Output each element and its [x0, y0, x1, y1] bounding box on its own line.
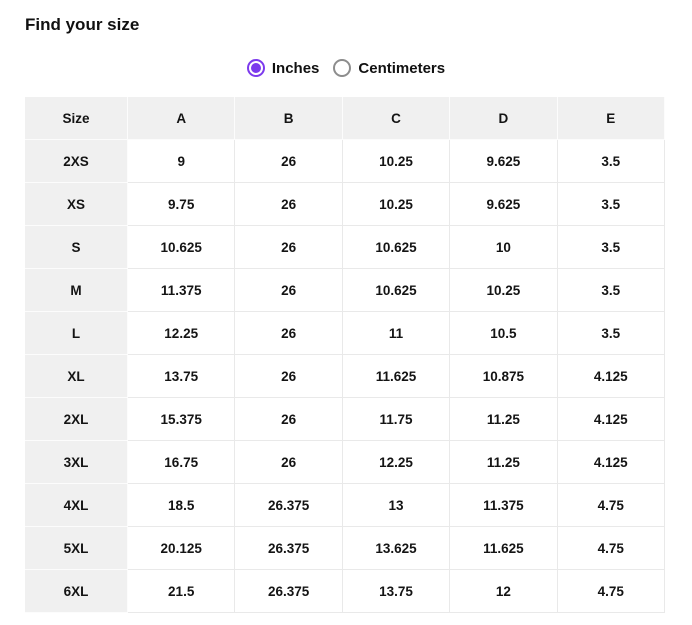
cell-2xs-b: 26: [235, 140, 343, 183]
cell-xs-d: 9.625: [450, 183, 558, 226]
radio-dot: [250, 63, 261, 73]
table-row-2xs: 2XS 9 26 10.25 9.625 3.5: [25, 140, 665, 183]
column-header-d: D: [450, 97, 558, 140]
cell-2xs-d: 9.625: [450, 140, 558, 183]
table-row-6xl: 6XL 21.5 26.375 13.75 12 4.75: [25, 570, 665, 613]
cell-3xl-e: 4.125: [557, 441, 665, 484]
cell-xl-e: 4.125: [557, 355, 665, 398]
cell-5xl-e: 4.75: [557, 527, 665, 570]
cell-m-b: 26: [235, 269, 343, 312]
row-header-s: S: [25, 226, 128, 269]
row-header-4xl: 4XL: [25, 484, 128, 527]
cell-6xl-a: 21.5: [128, 570, 236, 613]
cell-6xl-e: 4.75: [557, 570, 665, 613]
cell-l-e: 3.5: [557, 312, 665, 355]
radio-unselected-icon[interactable]: [333, 59, 352, 77]
cell-2xl-e: 4.125: [557, 398, 665, 441]
row-header-xl: XL: [25, 355, 128, 398]
cell-3xl-b: 26: [235, 441, 343, 484]
cell-xl-d: 10.875: [450, 355, 558, 398]
cell-s-d: 10: [450, 226, 558, 269]
table-row-3xl: 3XL 16.75 26 12.25 11.25 4.125: [25, 441, 665, 484]
cell-4xl-a: 18.5: [128, 484, 236, 527]
cell-xs-b: 26: [235, 183, 343, 226]
unit-toggle-group: Inches Centimeters: [0, 59, 692, 77]
cell-m-e: 3.5: [557, 269, 665, 312]
column-header-e: E: [557, 97, 665, 140]
row-header-2xs: 2XS: [25, 140, 128, 183]
cell-s-e: 3.5: [557, 226, 665, 269]
row-header-2xl: 2XL: [25, 398, 128, 441]
row-header-l: L: [25, 312, 128, 355]
cell-l-c: 11: [342, 312, 451, 355]
column-header-size: Size: [25, 97, 128, 140]
column-header-b: B: [235, 97, 343, 140]
cell-2xl-d: 11.25: [450, 398, 558, 441]
table-row-m: M 11.375 26 10.625 10.25 3.5: [25, 269, 665, 312]
unit-option-label[interactable]: Inches: [271, 59, 320, 77]
cell-l-a: 12.25: [128, 312, 236, 355]
cell-xl-c: 11.625: [342, 355, 451, 398]
cell-5xl-b: 26.375: [235, 527, 343, 570]
table-row-5xl: 5XL 20.125 26.375 13.625 11.625 4.75: [25, 527, 665, 570]
row-header-3xl: 3XL: [25, 441, 128, 484]
table-row-xs: XS 9.75 26 10.25 9.625 3.5: [25, 183, 665, 226]
table-body: 2XS 9 26 10.25 9.625 3.5 XS 9.75 26 10.25 9.625 3.5…: [25, 140, 665, 613]
unit-option-centimeters[interactable]: Centimeters: [333, 59, 445, 77]
cell-3xl-c: 12.25: [342, 441, 451, 484]
row-header-xs: XS: [25, 183, 128, 226]
table-header-row: Size A B C D E: [25, 97, 665, 140]
cell-6xl-b: 26.375: [235, 570, 343, 613]
cell-2xs-e: 3.5: [557, 140, 665, 183]
cell-6xl-c: 13.75: [342, 570, 451, 613]
row-header-6xl: 6XL: [25, 570, 128, 613]
cell-2xl-b: 26: [235, 398, 343, 441]
cell-s-a: 10.625: [128, 226, 236, 269]
cell-xl-a: 13.75: [128, 355, 236, 398]
radio-selected-icon[interactable]: [246, 59, 265, 77]
column-header-a: A: [128, 97, 236, 140]
cell-2xl-a: 15.375: [128, 398, 236, 441]
unit-option-inches[interactable]: Inches: [246, 59, 320, 77]
cell-s-c: 10.625: [342, 226, 451, 269]
cell-3xl-a: 16.75: [128, 441, 236, 484]
cell-5xl-c: 13.625: [342, 527, 451, 570]
table-row-s: S 10.625 26 10.625 10 3.5: [25, 226, 665, 269]
cell-2xs-c: 10.25: [342, 140, 451, 183]
column-header-c: C: [342, 97, 451, 140]
cell-5xl-a: 20.125: [128, 527, 236, 570]
cell-xs-a: 9.75: [128, 183, 236, 226]
cell-2xs-a: 9: [128, 140, 236, 183]
row-header-5xl: 5XL: [25, 527, 128, 570]
cell-4xl-c: 13: [342, 484, 451, 527]
cell-xl-b: 26: [235, 355, 343, 398]
cell-m-a: 11.375: [128, 269, 236, 312]
cell-3xl-d: 11.25: [450, 441, 558, 484]
cell-2xl-c: 11.75: [342, 398, 451, 441]
cell-5xl-d: 11.625: [450, 527, 558, 570]
cell-4xl-b: 26.375: [235, 484, 343, 527]
cell-m-c: 10.625: [342, 269, 451, 312]
unit-option-label[interactable]: Centimeters: [358, 59, 446, 77]
row-header-m: M: [25, 269, 128, 312]
table-row-2xl: 2XL 15.375 26 11.75 11.25 4.125: [25, 398, 665, 441]
table-row-4xl: 4XL 18.5 26.375 13 11.375 4.75: [25, 484, 665, 527]
cell-6xl-d: 12: [450, 570, 558, 613]
cell-xs-e: 3.5: [557, 183, 665, 226]
cell-m-d: 10.25: [450, 269, 558, 312]
cell-l-b: 26: [235, 312, 343, 355]
size-chart-table: Size A B C D E 2XS 9 26 10.25 9.625 3.5 XS 9.75 26 10.…: [25, 97, 665, 613]
cell-4xl-e: 4.75: [557, 484, 665, 527]
table-row-l: L 12.25 26 11 10.5 3.5: [25, 312, 665, 355]
cell-s-b: 26: [235, 226, 343, 269]
table-header: Size A B C D E: [25, 97, 665, 140]
page-title: Find your size: [25, 15, 140, 34]
table-row-xl: XL 13.75 26 11.625 10.875 4.125: [25, 355, 665, 398]
cell-xs-c: 10.25: [342, 183, 451, 226]
cell-4xl-d: 11.375: [450, 484, 558, 527]
cell-l-d: 10.5: [450, 312, 558, 355]
